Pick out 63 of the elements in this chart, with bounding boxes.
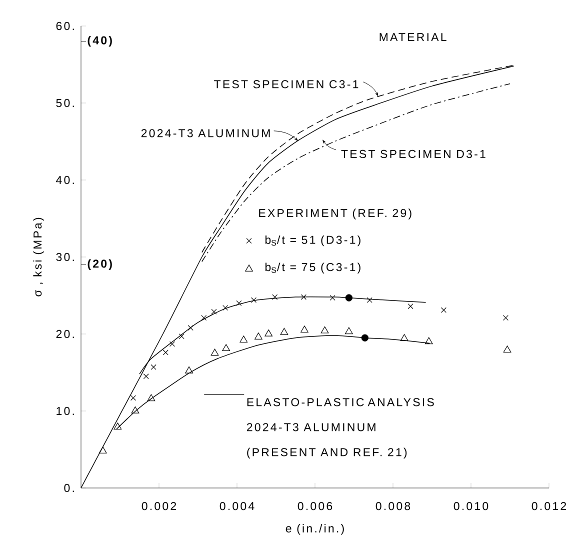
point <box>408 303 414 310</box>
y-axis-title: σ , ksi (MPa) <box>33 218 44 296</box>
y-tick-label: 20. <box>56 330 74 338</box>
point <box>366 297 372 303</box>
point <box>300 294 306 300</box>
y-tick-label: 60. <box>56 22 74 30</box>
series-label: TEST SPECIMEN D3-1 <box>341 150 486 158</box>
series-label: TEST SPECIMEN C3-1 <box>214 80 358 88</box>
point <box>300 326 308 333</box>
point <box>185 366 193 374</box>
point <box>131 406 140 414</box>
legend-label: b$_{S}$/t = 51 (D3-1) <box>265 235 360 246</box>
point <box>130 395 136 401</box>
x-tick-label: 0.004 <box>220 502 254 510</box>
x-tick-label: 0.012 <box>532 502 566 510</box>
point <box>169 341 176 347</box>
point <box>400 334 408 342</box>
x-tick-label: 0.008 <box>376 502 410 510</box>
point <box>502 315 508 321</box>
point <box>162 350 168 356</box>
point <box>143 374 149 380</box>
point <box>272 294 278 300</box>
text: ELASTO-PLASTIC ANALYSIS 2024-T3 ALUMINUM (PRESENT AND REF. 21) <box>246 398 434 459</box>
x-tick-label: 0.010 <box>454 502 488 510</box>
point <box>188 325 194 331</box>
point <box>440 307 446 313</box>
point <box>211 308 217 314</box>
point <box>147 394 156 402</box>
point <box>424 337 433 344</box>
point <box>344 327 353 334</box>
point <box>201 315 207 321</box>
y-tick-label: 50. <box>56 98 74 108</box>
point <box>222 344 230 352</box>
y2-tick-label: (40) <box>88 36 112 47</box>
x-tick-label: 0.002 <box>142 502 176 510</box>
legend-label: b$_{S}$/t = 75 (C3-1) <box>265 262 360 274</box>
point <box>98 446 107 454</box>
point <box>150 364 156 370</box>
point <box>222 305 228 311</box>
point <box>503 346 512 353</box>
x-tick-label: 0.006 <box>298 502 332 510</box>
point <box>240 336 248 343</box>
point <box>345 294 353 302</box>
point <box>264 329 273 336</box>
point <box>250 297 257 303</box>
point <box>178 334 184 340</box>
annotation: MATERIAL <box>380 33 446 42</box>
point <box>210 348 219 356</box>
y2-tick-label: (20) <box>88 259 112 270</box>
point <box>236 300 242 306</box>
legend-title: EXPERIMENT (REF. 29) <box>259 208 412 220</box>
x-axis-title: e (in./in.) <box>286 524 344 535</box>
y-tick-label: 30. <box>56 252 74 262</box>
y-tick-label: 0. <box>64 484 74 492</box>
point <box>254 332 262 340</box>
point <box>280 328 288 335</box>
series-label: 2024-T3 ALUMINUM <box>141 129 270 138</box>
y-tick-label: 40. <box>56 176 74 184</box>
point <box>114 422 122 430</box>
point <box>320 326 329 334</box>
point <box>330 295 336 301</box>
y-tick-label: 10. <box>56 406 74 416</box>
point <box>361 334 369 342</box>
